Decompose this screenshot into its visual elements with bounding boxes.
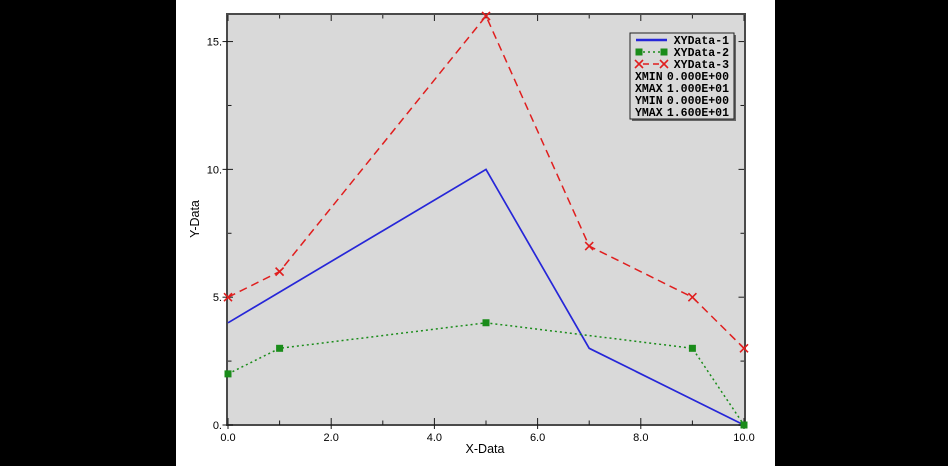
legend-square-marker	[635, 48, 643, 56]
series-XYData-1-line	[227, 168, 745, 426]
series-XYData-1	[227, 168, 745, 426]
y-tick-label: 5.	[213, 292, 222, 304]
legend-background	[629, 32, 735, 120]
legend-stat-value: 0.000E+00	[667, 71, 729, 84]
legend-stat-value: 1.000E+01	[667, 83, 729, 96]
left-black-margin	[0, 0, 176, 466]
x-tick-label: 10.0	[733, 432, 754, 444]
x-tick-label: 6.0	[530, 432, 545, 444]
axis-tick-labels: 0.0 2.0 4.0 6.0 8.0 10.0 0. 5. 10. 15.	[207, 37, 755, 444]
legend-stat-value: 0.000E+00	[667, 95, 729, 108]
series-XYData-2-square-marker	[482, 319, 490, 327]
y-tick-label: 10.	[207, 164, 222, 176]
x-tick-label: 2.0	[324, 432, 339, 444]
series-XYData-3-line	[227, 14, 745, 349]
data-series	[223, 11, 749, 429]
y-axis-title: Y-Data	[188, 200, 202, 238]
legend-stat-label: XMIN	[635, 71, 663, 84]
legend-series-label: XYData-2	[674, 47, 729, 60]
y-tick-label: 15.	[207, 37, 222, 49]
legend-stat-value: 1.600E+01	[667, 107, 729, 120]
x-tick-label: 8.0	[633, 432, 648, 444]
legend-series-label: XYData-3	[674, 59, 729, 72]
x-tick-label: 0.0	[220, 432, 235, 444]
legend-stat-label: XMAX	[635, 83, 663, 96]
axis-ticks	[222, 15, 745, 429]
legend-square-marker	[660, 48, 668, 56]
x-axis-title: X-Data	[466, 442, 505, 456]
x-tick-label: 4.0	[427, 432, 442, 444]
legend-series-label: XYData-1	[674, 35, 729, 48]
series-XYData-2-square-marker	[688, 344, 696, 352]
y-tick-label: 0.	[213, 420, 222, 432]
series-XYData-3-x-marker	[687, 292, 697, 302]
series-XYData-3-x-marker	[223, 292, 233, 302]
series-XYData-2-square-marker	[224, 370, 232, 378]
series-XYData-2	[224, 319, 748, 429]
legend-stat-label: YMAX	[635, 107, 663, 120]
legend-x-marker	[634, 59, 644, 69]
series-XYData-2-square-marker	[740, 421, 748, 429]
series-XYData-3	[223, 11, 749, 353]
right-black-margin	[775, 0, 948, 466]
series-XYData-2-square-marker	[276, 344, 284, 352]
series-XYData-3-x-marker	[481, 11, 491, 21]
series-XYData-3-x-marker	[739, 343, 749, 353]
legend-x-marker	[659, 59, 669, 69]
legend-stat-label: YMIN	[635, 95, 663, 108]
series-XYData-3-x-marker	[584, 241, 594, 251]
series-XYData-3-x-marker	[275, 267, 285, 277]
